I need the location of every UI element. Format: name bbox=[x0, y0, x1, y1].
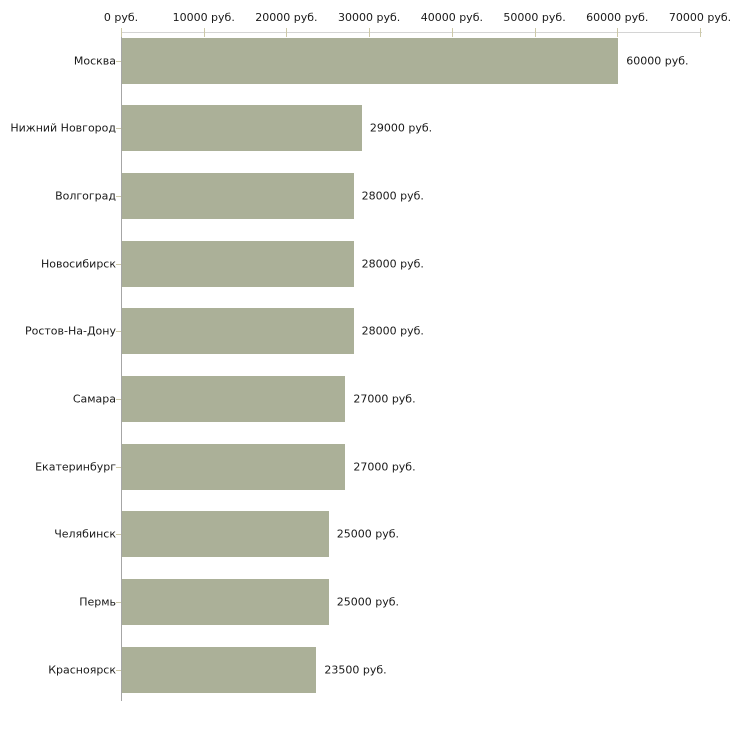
x-axis-line bbox=[121, 32, 702, 33]
bar-value-label: 28000 руб. bbox=[361, 257, 424, 271]
category-label: Ростов-На-Дону bbox=[24, 324, 116, 338]
x-axis-tick-mark bbox=[121, 28, 122, 37]
bar bbox=[122, 579, 329, 626]
bar bbox=[122, 443, 346, 490]
x-axis-tick-mark bbox=[451, 28, 453, 37]
category-label: Екатеринбург bbox=[35, 460, 116, 474]
bar bbox=[122, 240, 354, 287]
category-tick-mark bbox=[116, 399, 121, 400]
x-axis-tick-mark bbox=[700, 28, 701, 37]
x-axis-tick-mark bbox=[617, 28, 619, 37]
x-axis-tick-label: 70000 руб. bbox=[668, 11, 730, 24]
x-axis-tick-label: 40000 руб. bbox=[420, 11, 483, 24]
bar-value-label: 25000 руб. bbox=[336, 527, 400, 541]
bar bbox=[122, 308, 354, 355]
bar bbox=[122, 37, 619, 84]
category-label: Самара bbox=[72, 392, 116, 406]
category-label: Нижний Новгород bbox=[10, 121, 116, 135]
category-label: Новосибирск bbox=[40, 257, 116, 271]
category-tick-mark bbox=[116, 60, 121, 62]
category-label: Москва bbox=[73, 54, 116, 67]
bar-value-label: 28000 руб. bbox=[361, 189, 424, 203]
bar bbox=[122, 646, 317, 693]
category-label: Челябинск bbox=[54, 527, 116, 541]
category-label: Красноярск bbox=[48, 663, 116, 677]
x-axis-tick-label: 50000 руб. bbox=[503, 11, 566, 24]
bar-value-label: 60000 руб. bbox=[626, 54, 689, 67]
bar bbox=[122, 172, 354, 219]
category-tick-mark bbox=[116, 534, 121, 536]
category-tick-mark bbox=[116, 263, 121, 265]
category-tick-mark bbox=[116, 602, 121, 604]
x-axis-tick-label: 0 руб. bbox=[103, 11, 139, 24]
bar bbox=[122, 376, 346, 422]
bar-value-label: 29000 руб. bbox=[369, 121, 433, 135]
bar-value-label: 27000 руб. bbox=[353, 460, 416, 474]
bar-value-label: 23500 руб. bbox=[324, 663, 387, 677]
x-axis-tick-mark bbox=[534, 28, 536, 37]
x-axis-tick-label: 10000 руб. bbox=[172, 11, 235, 24]
category-tick-mark bbox=[116, 128, 121, 130]
category-tick-mark bbox=[116, 195, 121, 197]
bar-value-label: 25000 руб. bbox=[336, 595, 400, 609]
y-axis-line bbox=[121, 32, 122, 701]
bar bbox=[122, 511, 329, 558]
category-label: Волгоград bbox=[55, 189, 116, 203]
x-axis-tick-mark bbox=[286, 28, 288, 37]
x-axis-tick-label: 20000 руб. bbox=[255, 11, 318, 24]
bar bbox=[122, 105, 362, 152]
category-label: Пермь bbox=[79, 595, 116, 609]
category-tick-mark bbox=[116, 669, 121, 671]
x-axis-tick-label: 60000 руб. bbox=[586, 11, 649, 24]
category-tick-mark bbox=[116, 331, 121, 333]
bar-value-label: 28000 руб. bbox=[361, 324, 424, 338]
x-axis-tick-label: 30000 руб. bbox=[338, 11, 401, 24]
bar-value-label: 27000 руб. bbox=[353, 392, 416, 406]
category-tick-mark bbox=[116, 466, 121, 468]
x-axis-tick-mark bbox=[369, 28, 371, 37]
x-axis-tick-mark bbox=[203, 28, 205, 37]
